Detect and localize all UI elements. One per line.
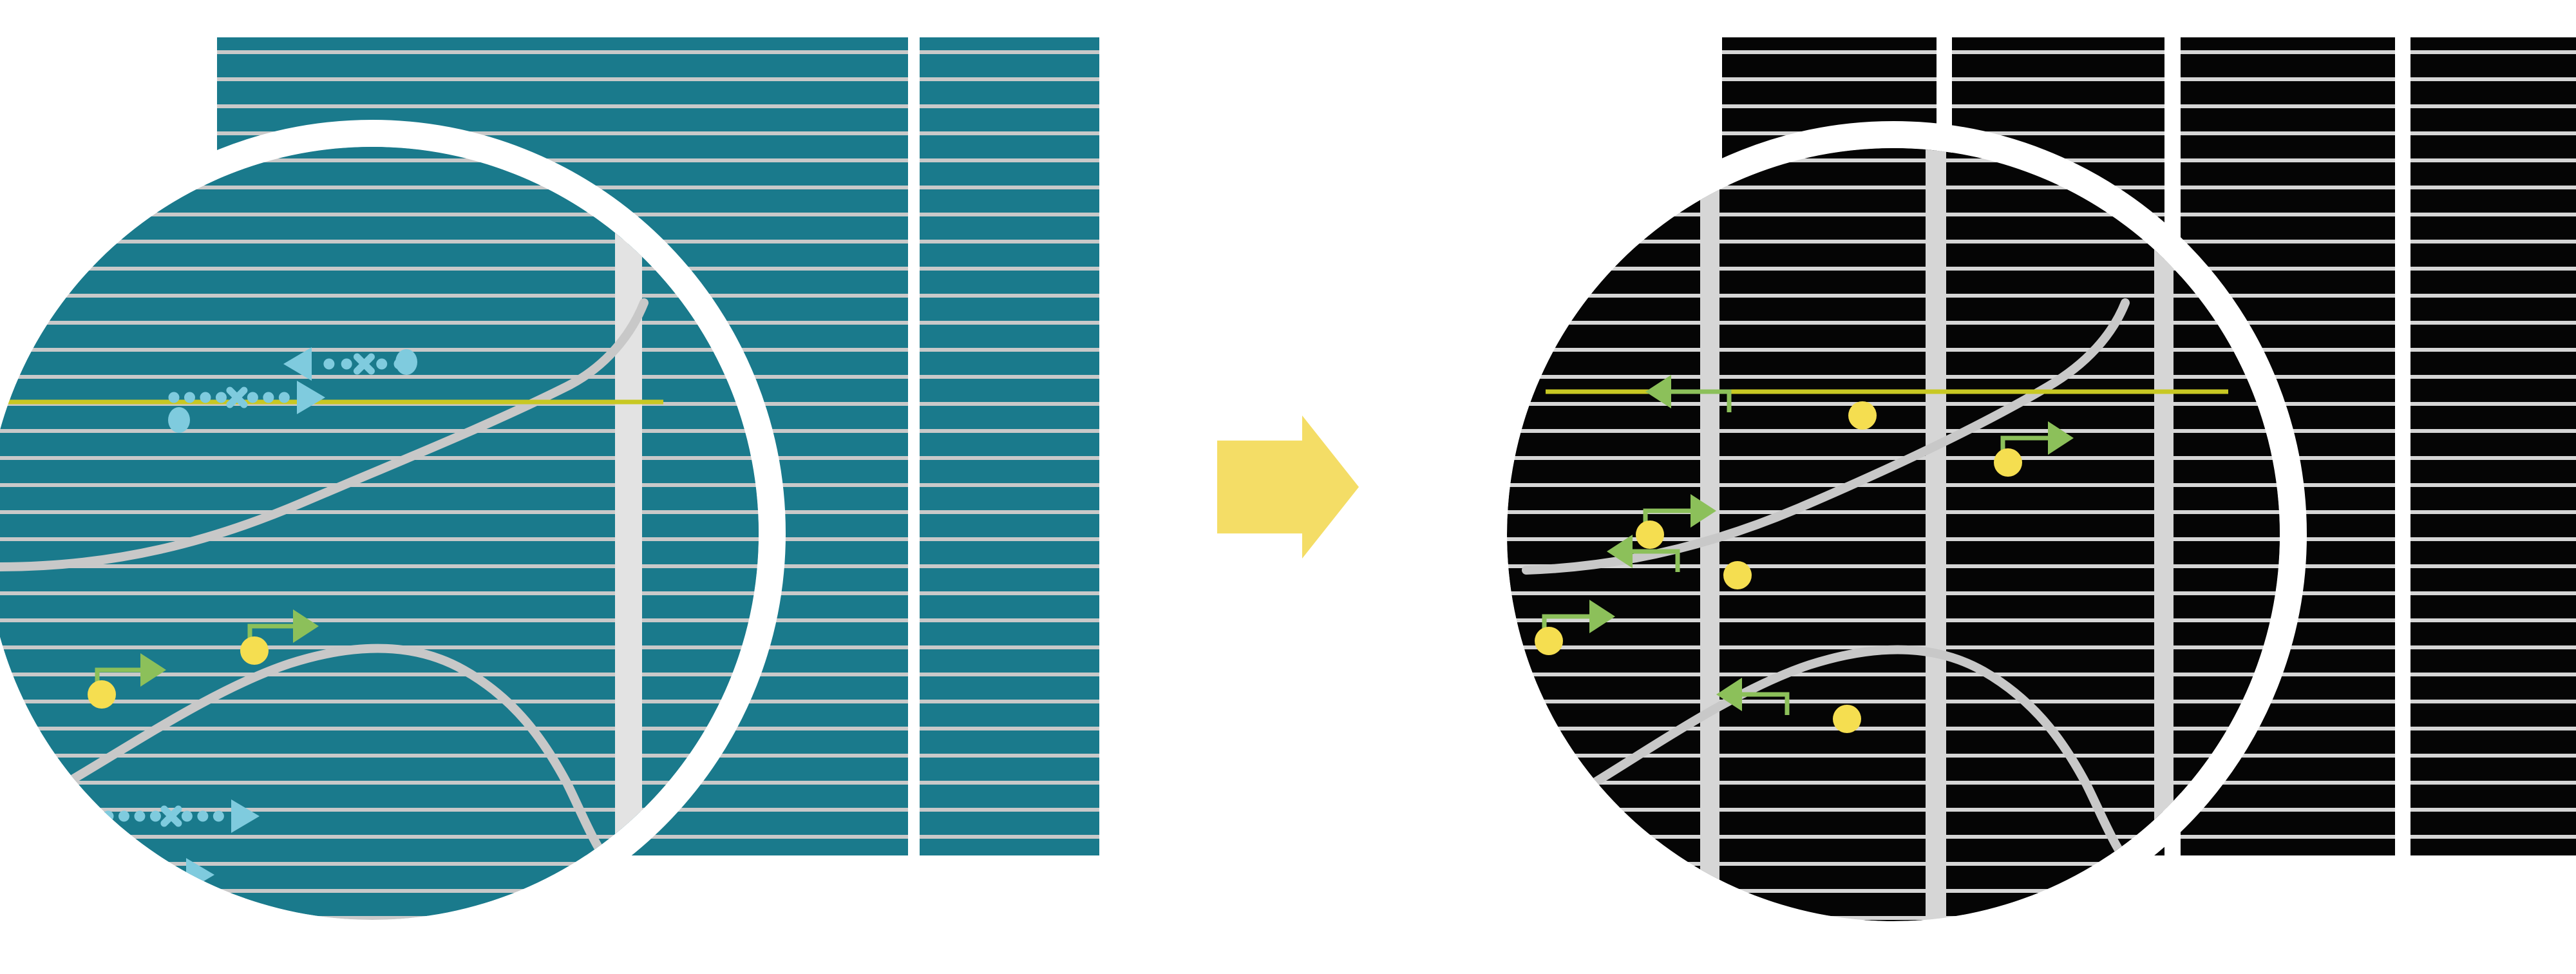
blue-change-dot-1 — [168, 406, 190, 434]
green-arrow-head — [1645, 375, 1671, 408]
green-arrow-stem — [1633, 549, 1680, 572]
yellow-change-dot-1 — [1848, 401, 1877, 430]
road-line-before-2 — [41, 644, 623, 881]
yellow-change-dot-9 — [1535, 627, 1563, 655]
blue-change-dot-3 — [395, 349, 417, 376]
green-arrow-head — [1716, 678, 1742, 711]
green-arrow-stem — [1742, 692, 1790, 715]
green-arrow-head — [2048, 421, 2074, 455]
yellow-change-dot-5 — [240, 636, 269, 665]
dotted-arrow-dot — [168, 392, 180, 403]
dotted-arrow-dot — [197, 810, 209, 822]
green-arrow-head — [1589, 600, 1615, 633]
blue-change-dot-11 — [55, 880, 80, 911]
dotted-arrow-x-mark — [226, 387, 248, 408]
magnifier-content-after — [1507, 148, 2280, 921]
yellow-change-dot-7 — [88, 680, 116, 709]
dotted-arrow-dot — [263, 392, 274, 403]
dotted-arrow-dot — [181, 810, 193, 822]
vertical-road-band-before — [615, 147, 642, 920]
dotted-arrow-dot — [149, 810, 161, 822]
magnifier-content-before — [0, 147, 759, 920]
blue-dotted-arrow-8 — [102, 799, 260, 833]
road-line-before-1 — [0, 298, 649, 571]
dotted-arrow-dot — [213, 810, 224, 822]
dotted-arrow-dot — [134, 810, 146, 822]
vertical-road-band-after-3 — [2154, 148, 2174, 921]
blue-dotted-arrow-0 — [168, 381, 325, 414]
yellow-change-dot-5 — [1636, 520, 1664, 549]
green-arrow-0 — [1645, 375, 1732, 412]
transition-arrow-icon — [1217, 415, 1359, 559]
dotted-arrow-dot — [184, 392, 195, 403]
right-panel — [1480, 37, 2576, 948]
green-arrow-head — [293, 609, 319, 643]
left-panel — [0, 37, 1099, 947]
road-line-after-1 — [1522, 298, 2130, 575]
dotted-arrow-x-mark — [115, 864, 137, 886]
dotted-arrow-dot — [323, 358, 335, 370]
dotted-arrow-dot — [57, 869, 69, 881]
dotted-arrow-x-mark — [353, 353, 375, 375]
dotted-arrow-head — [297, 381, 325, 414]
yellow-change-dot-11 — [1833, 705, 1861, 733]
yellow-change-dot-7 — [1723, 561, 1752, 589]
dotted-arrow-dot — [89, 869, 100, 881]
dotted-arrow-head — [231, 799, 260, 833]
green-arrow-head — [140, 653, 166, 687]
magnifier-ring-after — [1480, 121, 2307, 948]
dotted-arrow-x-mark — [160, 805, 182, 827]
dotted-arrow-dot — [73, 869, 84, 881]
green-arrow-10 — [1716, 678, 1790, 715]
vertical-road-band-after-2 — [1926, 148, 1946, 921]
green-arrow-head — [1690, 494, 1716, 528]
dotted-arrow-dot — [341, 358, 352, 370]
road-line-after-2 — [1564, 645, 2143, 882]
dotted-arrow-dot — [376, 358, 388, 370]
dotted-arrow-dot — [215, 392, 227, 403]
green-arrow-6 — [1607, 535, 1680, 572]
dotted-arrow-dot — [247, 392, 258, 403]
dotted-arrow-dot — [118, 810, 129, 822]
dotted-arrow-dot — [104, 869, 116, 881]
magnifier-ring-before — [0, 120, 786, 947]
green-arrow-stem — [1671, 389, 1732, 412]
yellow-change-dot-3 — [1994, 448, 2022, 477]
green-arrow-head — [1607, 535, 1633, 568]
dotted-arrow-head — [283, 347, 312, 381]
dotted-arrow-dot — [200, 392, 211, 403]
dotted-arrow-dot — [278, 392, 290, 403]
magnifier-striped-fill-before — [0, 147, 759, 920]
